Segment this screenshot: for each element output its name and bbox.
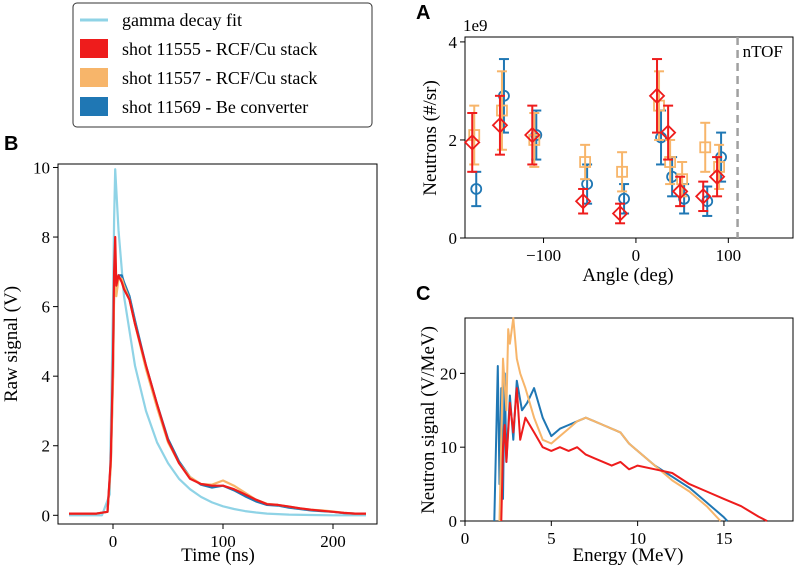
panel-b-line-shot-11555-rcf-cu-stack: [69, 235, 366, 515]
panel-a-ticks: −100 0 100 0 2 4: [449, 33, 742, 265]
panel-b-ytick-label: 8: [42, 228, 51, 247]
panel-b-line-gamma-decay-fit: [69, 168, 366, 517]
panel-a-xtick-label: −100: [526, 246, 561, 265]
panel-b-xtick-label: 0: [109, 532, 118, 551]
panel-c-xtick-label: 15: [715, 529, 732, 548]
panel-a-ytick-label: 0: [449, 229, 458, 248]
legend-orange-swatch: [80, 68, 108, 87]
panel-a-shot-11557-rcf-cu-stack-point: [496, 104, 508, 117]
panel-a-shot-11555-rcf-cu-stack-point: [659, 124, 677, 141]
panel-c-xlabel: Energy (MeV): [573, 545, 684, 566]
panel-b-ticks: 0 100 200 0 2 4 6 8 10: [33, 158, 346, 551]
panel-c-chart: C 0 5 10 15 0 10 20 Energy (MeV) Neutron signa…: [416, 283, 794, 566]
panel-a-shot-11555-rcf-cu-stack-point: [671, 183, 689, 200]
panel-a-frame: [464, 36, 794, 239]
legend-blue-swatch: [80, 97, 108, 116]
panel-a-shot-11555-rcf-cu-stack-point: [708, 168, 726, 185]
panel-b-ytick-label: 2: [42, 437, 51, 456]
ntof-label: nTOF: [743, 42, 783, 61]
panel-a-ytick-label: 4: [449, 33, 458, 52]
panel-c-ytick-label: 0: [449, 512, 458, 531]
panel-a-shot-11557-rcf-cu-stack-point: [616, 165, 628, 178]
panel-c-ytick-label: 10: [440, 438, 457, 457]
panel-b-ytick-label: 0: [42, 506, 51, 525]
panel-c-xtick-label: 0: [461, 529, 470, 548]
panel-c-line-shot-11555-rcf-cu-stack: [500, 387, 768, 522]
panel-a-shot-11557-rcf-cu-stack-point: [676, 173, 689, 186]
panel-c-line-shot-11569-be-converter: [493, 365, 729, 522]
panel-c-ytick-label: 20: [440, 364, 457, 383]
panel-c-series: [493, 317, 768, 522]
panel-b-series: [69, 168, 366, 517]
legend-box: [72, 2, 373, 128]
legend: gamma decay fit shot 11555 - RCF/Cu stac…: [72, 2, 373, 128]
panel-a-shot-11557-rcf-cu-stack-point: [579, 156, 592, 168]
panel-a-xtick-label: 100: [716, 246, 742, 265]
panel-a-offset-text: 1e9: [463, 16, 488, 35]
panel-b-xlabel: Time (ns): [181, 545, 255, 566]
panel-b-ylabel: Raw signal (V): [1, 286, 22, 402]
panel-c-label: C: [416, 283, 430, 305]
panel-a-series: [463, 58, 727, 225]
legend-red-label: shot 11555 - RCF/Cu stack: [122, 39, 317, 59]
panel-c-ylabel: Neutron signal (V/MeV): [418, 326, 439, 514]
panel-c-ticks: 0 5 10 15 0 10 20: [440, 364, 732, 548]
panel-a-shot-11569-be-converter-point: [470, 183, 483, 195]
panel-b-chart: B 0 100 200 0 2 4 6 8 10 Time (ns) Raw signal (V…: [1, 133, 378, 566]
panel-b-xtick-label: 100: [210, 532, 236, 551]
panel-a-shot-11555-rcf-cu-stack-point: [491, 116, 509, 134]
panel-a-shot-11555-rcf-cu-stack-point: [524, 126, 541, 144]
legend-red-swatch: [80, 39, 108, 58]
panel-b-ytick-label: 10: [33, 158, 50, 177]
panel-a-shot-11555-rcf-cu-stack-point: [648, 87, 666, 105]
panel-a-shot-11555-rcf-cu-stack-point: [574, 192, 592, 210]
panel-a-ytick-label: 2: [449, 131, 458, 150]
panel-a-shot-11555-rcf-cu-stack-point: [463, 134, 481, 151]
legend-orange-label: shot 11557 - RCF/Cu stack: [122, 68, 317, 88]
legend-blue-label: shot 11569 - Be converter: [122, 97, 308, 117]
panel-a-shot-11557-rcf-cu-stack-point: [664, 156, 677, 168]
panel-a-xtick-label: 0: [632, 246, 641, 265]
panel-a-xlabel: Angle (deg): [582, 265, 673, 286]
panel-a-label: A: [416, 2, 430, 24]
panel-b-xtick-label: 200: [320, 532, 346, 551]
panel-a-shot-11557-rcf-cu-stack-point: [468, 129, 481, 141]
panel-b-ytick-label: 4: [42, 367, 51, 386]
panel-b-ytick-label: 6: [42, 298, 51, 317]
panel-a-shot-11555-rcf-cu-stack-point: [694, 188, 712, 205]
panel-c-line-shot-11557-rcf-cu-stack: [498, 317, 722, 522]
panel-c-frame: [464, 317, 794, 522]
panel-c-xtick-label: 10: [629, 529, 646, 548]
panel-a-shot-11555-rcf-cu-stack-point: [611, 205, 629, 222]
panel-b-frame: [57, 163, 378, 525]
panel-a-ylabel: Neutrons (#/sr): [420, 80, 441, 196]
panel-b-label: B: [4, 133, 18, 155]
panel-a-chart: A 1e9 −100 0 100 0 2 4 nTOF Angle (deg) Neutr…: [416, 2, 794, 286]
panel-c-xtick-label: 5: [547, 529, 556, 548]
panel-a-shot-11557-rcf-cu-stack-point: [699, 141, 712, 154]
legend-gamma-label: gamma decay fit: [122, 10, 242, 30]
